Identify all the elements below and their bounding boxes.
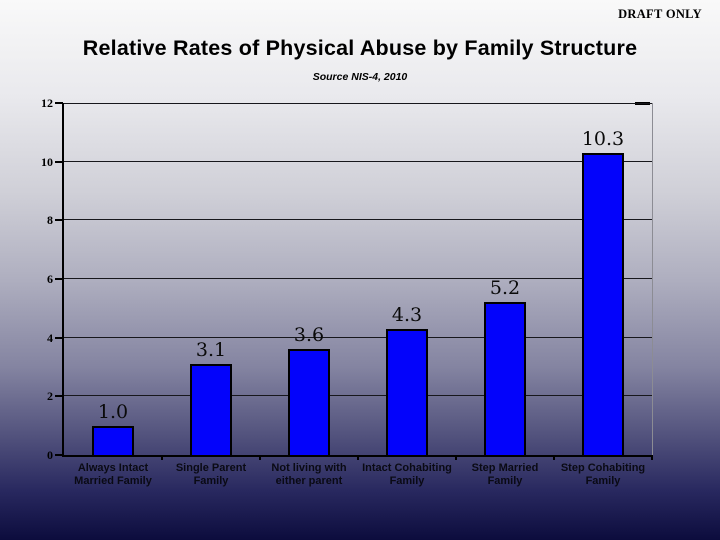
y-axis-tick (55, 219, 63, 222)
bar (288, 349, 330, 455)
y-axis-tick (55, 278, 63, 280)
x-tick-label-line: Married Family (74, 475, 152, 487)
y-tick-label: 8 (47, 213, 53, 228)
x-tick-label: Single Parent Family (146, 462, 276, 488)
x-axis-tick (553, 455, 555, 460)
x-tick-label-line: Not living with (271, 462, 347, 474)
y-tick-label: 0 (47, 448, 53, 462)
x-axis-tick (161, 455, 163, 460)
x-tick-label-line: Family (389, 475, 425, 487)
bar-value-label: 4.3 (391, 303, 423, 326)
x-tick-label-line: Step Married (471, 462, 539, 474)
bar-value-label: 1.0 (97, 400, 129, 423)
plot-right-border (652, 103, 653, 455)
bar-value-label: 3.6 (293, 324, 325, 347)
draft-watermark: DRAFT ONLY (618, 7, 702, 21)
y-tick-label: 12 (41, 96, 53, 110)
x-axis-tick (455, 455, 457, 460)
bar (484, 302, 526, 455)
x-axis-tick (259, 455, 261, 460)
bar-value-label: 5.2 (489, 277, 521, 300)
y-axis-tick (55, 102, 63, 104)
x-tick-label-line: Always Intact (77, 462, 149, 474)
y-tick-label: 10 (41, 154, 53, 169)
y-tick-label: 6 (47, 272, 53, 286)
plot-area: 0 2 4 6 8 10 12 1.0 Always Intact Married Family 3… (41, 97, 653, 487)
bar (190, 364, 232, 455)
gridline-4 (64, 336, 652, 338)
x-tick-label: Not living with either parent (244, 462, 374, 488)
chart-subtitle: Source NIS-4, 2010 (312, 71, 408, 83)
x-tick-label-line: either parent (275, 475, 343, 487)
x-tick-label-line: Single Parent (175, 462, 247, 474)
bar (92, 425, 134, 455)
gridline-10 (64, 160, 652, 162)
x-axis-tick (651, 455, 653, 460)
x-tick-label: Step Cohabiting Family (538, 462, 668, 488)
gridline-12 (64, 103, 652, 104)
x-tick-label-line: Family (487, 475, 523, 487)
y-axis-tick (55, 395, 63, 398)
gridline-6 (64, 278, 652, 279)
x-tick-label-line: Family (193, 475, 229, 487)
y-tick-label: 4 (47, 330, 53, 345)
x-tick-label: Intact Cohabiting Family (342, 462, 472, 488)
y-axis-tick (55, 454, 63, 456)
y-axis-tick (55, 336, 63, 339)
x-tick-label-line: Family (585, 475, 621, 487)
bar-value-label: 3.1 (195, 339, 227, 362)
x-tick-label: Step Married Family (440, 462, 570, 488)
bar (386, 328, 428, 455)
bar-value-label: 10.3 (581, 127, 625, 150)
y-axis-tick (55, 160, 63, 163)
chart-title: Relative Rates of Physical Abuse by Fami… (82, 36, 638, 60)
y-tick-label: 2 (47, 389, 53, 404)
x-axis-tick (357, 455, 359, 460)
x-tick-label-line: Step Cohabiting (560, 462, 646, 474)
x-tick-label-line: Intact Cohabiting (362, 462, 452, 474)
gridline-2 (64, 395, 652, 397)
bar (582, 152, 624, 455)
x-tick-label: Always Intact Married Family (48, 462, 178, 488)
gridline-8 (64, 219, 652, 221)
